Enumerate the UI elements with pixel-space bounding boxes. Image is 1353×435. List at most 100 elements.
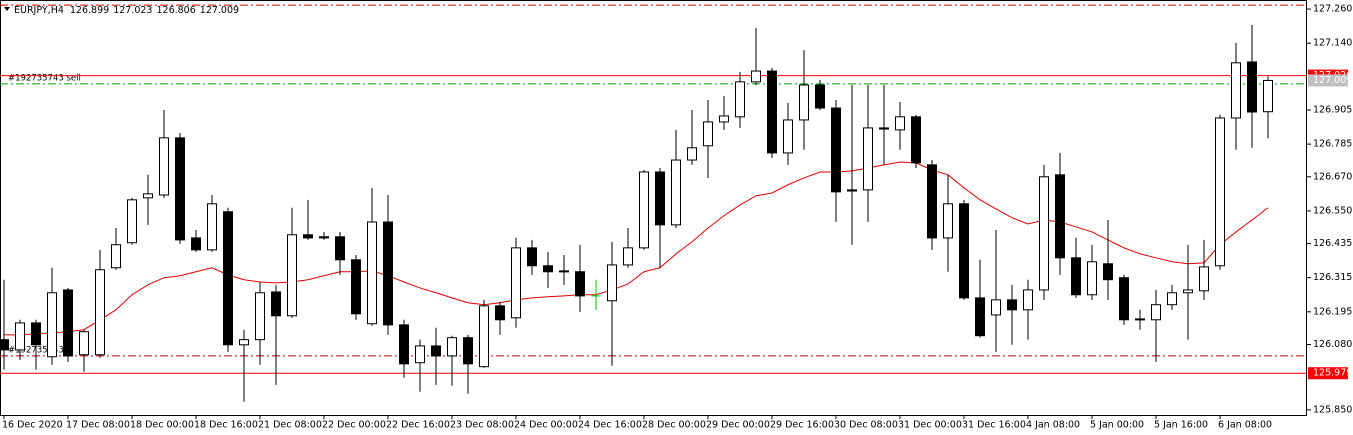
candle-body (959, 203, 969, 299)
y-tick-label: 126.435 (1313, 238, 1352, 249)
candle-body (575, 271, 585, 297)
candle-body (415, 345, 425, 364)
candle-body (1247, 61, 1257, 113)
ohlc-close: 127.009 (200, 5, 239, 16)
candle-body (1023, 289, 1033, 311)
candle-body (367, 221, 377, 325)
candle-body (0, 339, 9, 351)
y-tick-label: 126.315 (1313, 272, 1352, 283)
candle-body (1055, 174, 1065, 259)
candle-body (479, 305, 489, 368)
candle-body (847, 189, 857, 192)
candle-body (127, 199, 137, 244)
candle-body (1119, 277, 1129, 321)
candle-body (1135, 318, 1145, 321)
x-tick-label: 16 Dec 2020 (2, 420, 63, 431)
menu-arrow (4, 7, 10, 11)
chart-header: EURJPY,H4 126.899 127.023 126.806 127.009 (14, 5, 239, 16)
candle-body (607, 264, 617, 302)
candle-body (383, 221, 393, 326)
candle-body (1039, 176, 1049, 291)
candle-body (623, 247, 633, 266)
candle-body (511, 247, 521, 319)
y-tick-label: 127.260 (1313, 4, 1352, 15)
symbol: EURJPY,H4 (14, 5, 64, 16)
x-tick-label: 5 Jan 00:00 (1090, 420, 1144, 431)
candle-body (687, 147, 697, 161)
x-tick-label: 6 Jan 08:00 (1218, 420, 1272, 431)
x-tick-label: 29 Dec 00:00 (706, 420, 770, 431)
candle-body (79, 331, 89, 356)
ohlc-low: 126.806 (156, 5, 195, 16)
candle-body (463, 337, 473, 365)
x-tick-label: 5 Jan 16:00 (1154, 420, 1208, 431)
x-tick-label: 30 Dec 08:00 (834, 420, 898, 431)
candle-body (911, 116, 921, 164)
candle-body (831, 107, 841, 193)
candle-body (63, 289, 73, 357)
candle-body (751, 70, 761, 83)
x-tick-label: 22 Dec 00:00 (322, 420, 386, 431)
y-tick-label: 126.785 (1313, 139, 1352, 150)
candle-body (1231, 62, 1241, 119)
x-tick-label: 18 Dec 00:00 (130, 420, 194, 431)
candle-body (1183, 289, 1193, 294)
x-tick-label: 21 Dec 08:00 (258, 420, 322, 431)
candle-body (15, 322, 25, 351)
candle-body (1087, 261, 1097, 296)
y-tick-label: 126.080 (1313, 339, 1352, 350)
x-tick-label: 31 Dec 00:00 (898, 420, 962, 431)
candle-body (1199, 266, 1209, 292)
candle-body (895, 116, 905, 131)
x-tick-label: 31 Dec 16:00 (962, 420, 1026, 431)
order-label: #192735743 sell (8, 73, 81, 83)
y-tick-label: 126.550 (1313, 205, 1352, 216)
ohlc-high: 127.023 (113, 5, 152, 16)
y-tick-label: 127.140 (1313, 38, 1352, 49)
candle-body (191, 237, 201, 251)
candle-body (95, 269, 105, 356)
candle-body (655, 171, 665, 226)
candle-body (1103, 263, 1113, 281)
candle-body (1071, 257, 1081, 296)
x-tick-label: 22 Dec 16:00 (386, 420, 450, 431)
candle-body (431, 345, 441, 357)
candle-body (319, 236, 329, 239)
candle-body (47, 292, 57, 358)
x-tick-label: 23 Dec 08:00 (450, 420, 514, 431)
x-tick-label: 29 Dec 16:00 (770, 420, 834, 431)
candle-body (671, 159, 681, 226)
x-tick-label: 24 Dec 00:00 (514, 420, 578, 431)
x-tick-label: 18 Dec 16:00 (194, 420, 258, 431)
candle-body (543, 265, 553, 273)
candle-body (399, 324, 409, 365)
candle-body (735, 81, 745, 118)
x-tick-label: 4 Jan 08:00 (1026, 420, 1080, 431)
candle-body (783, 119, 793, 154)
candle-body (207, 203, 217, 251)
candle-body (703, 121, 713, 147)
candle-body (287, 234, 297, 317)
candle-body (1263, 79, 1273, 113)
candle-body (799, 84, 809, 121)
candle-body (303, 234, 313, 239)
candle-body (863, 127, 873, 191)
candle-body (111, 244, 121, 269)
candle-body (271, 291, 281, 317)
candle-body (943, 203, 953, 239)
candle-body (255, 292, 265, 341)
candle-body (239, 339, 249, 346)
x-tick-label: 24 Dec 16:00 (578, 420, 642, 431)
candle-body (527, 247, 537, 267)
y-tick-label: 126.195 (1313, 306, 1352, 317)
candle-body (879, 127, 889, 130)
candle-body (639, 171, 649, 249)
x-tick-label: 28 Dec 00:00 (642, 420, 706, 431)
candle-body (175, 137, 185, 241)
y-tick-label: 126.905 (1313, 105, 1352, 116)
candle-body (447, 337, 457, 357)
candle-body (31, 322, 41, 346)
candle-body (335, 236, 345, 261)
candle-body (767, 70, 777, 154)
